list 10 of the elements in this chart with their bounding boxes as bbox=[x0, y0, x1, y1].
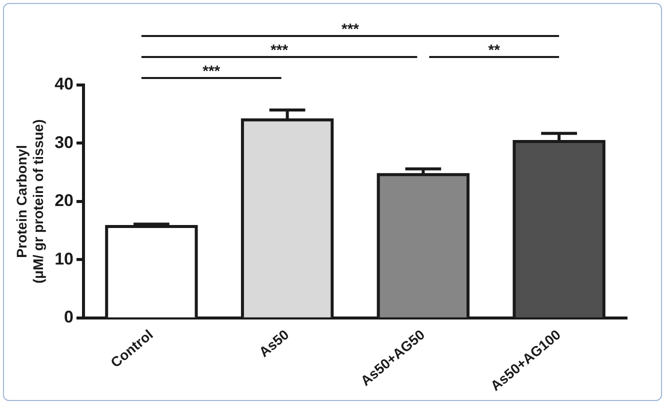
text: ** bbox=[488, 42, 500, 59]
text: *** bbox=[270, 42, 288, 59]
y-tick-label: 40 bbox=[54, 74, 74, 94]
text: *** bbox=[341, 21, 360, 38]
y-tick-label: 30 bbox=[54, 132, 74, 152]
text: *** bbox=[202, 63, 220, 80]
y-axis-title: Protein Carbonyl (μM/ gr protein of tissue) bbox=[13, 119, 46, 284]
y-tick-label: 0 bbox=[64, 308, 74, 327]
y-tick-label: 10 bbox=[54, 249, 74, 268]
y-tick-label: 20 bbox=[54, 191, 74, 210]
